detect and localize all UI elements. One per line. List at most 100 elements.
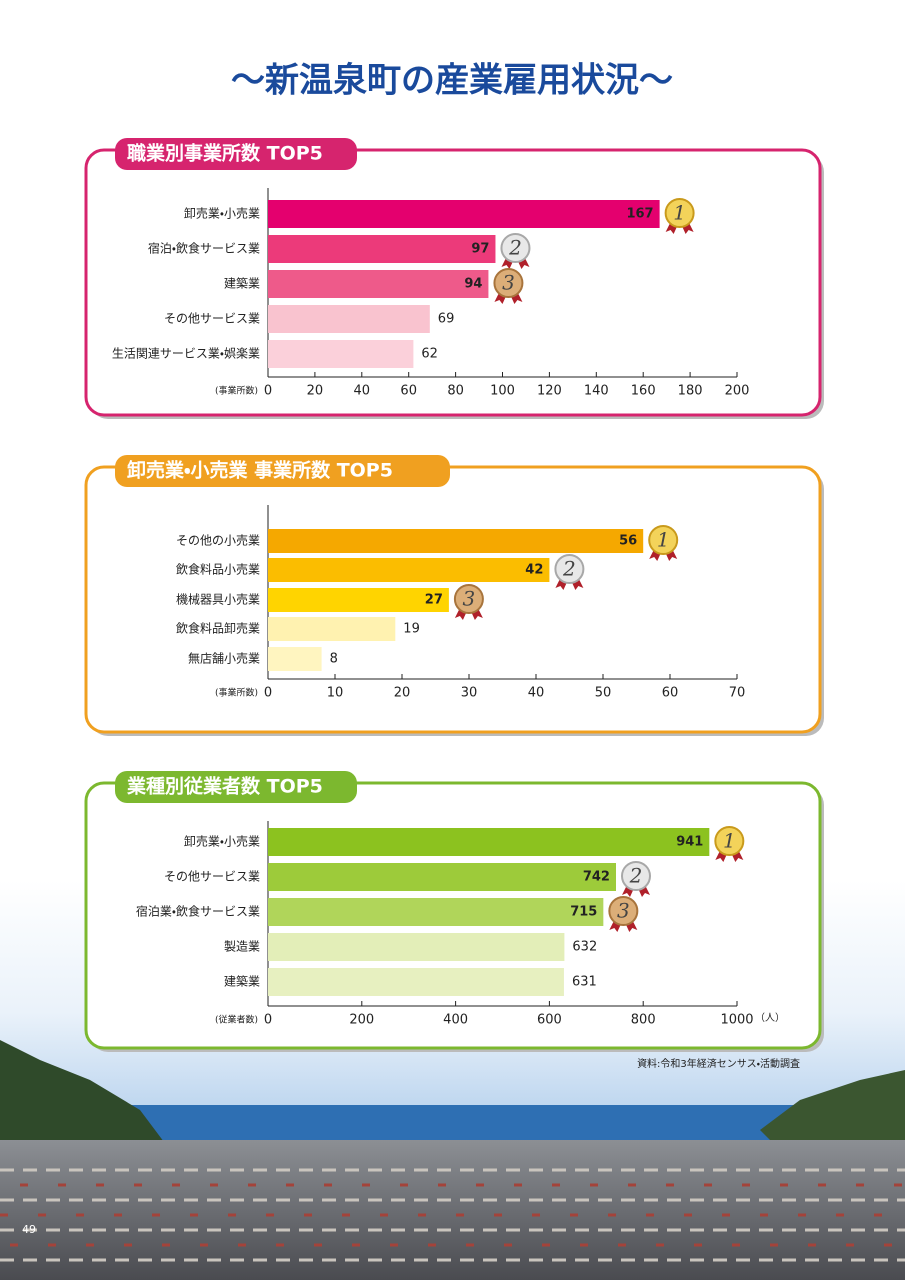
hill — [760, 1070, 905, 1150]
x-tick-label: 100 — [490, 384, 515, 399]
bar — [268, 270, 489, 298]
medal-number: 1 — [657, 528, 670, 552]
medal-number: 3 — [617, 899, 630, 923]
bar — [268, 968, 564, 996]
x-tick-label: 50 — [595, 686, 612, 701]
chart-tab — [115, 455, 450, 487]
page-number: 49 — [22, 1223, 36, 1236]
chart-title: 業種別従業者数 TOP5 — [126, 775, 323, 798]
x-tick-label: 40 — [528, 686, 545, 701]
x-tick-label: 160 — [631, 384, 656, 399]
category-label: その他サービス業 — [164, 312, 260, 326]
x-tick-label: 0 — [264, 384, 272, 399]
x-tick-label: 0 — [264, 686, 272, 701]
x-axis-label: (事業所数) — [215, 687, 258, 699]
value-label: 69 — [438, 312, 455, 327]
x-tick-label: 20 — [307, 384, 324, 399]
bar — [268, 340, 414, 368]
bar — [268, 898, 604, 926]
value-label: 97 — [471, 242, 489, 257]
page-title: ～新温泉町の産業雇用状況～ — [231, 61, 673, 101]
x-tick-label: 0 — [264, 1013, 272, 1028]
x-axis-label: (事業所数) — [215, 385, 258, 397]
category-label: 機械器具小売業 — [176, 592, 260, 607]
value-label: 715 — [570, 905, 597, 920]
medal-number: 1 — [723, 829, 736, 853]
x-tick-label: 30 — [461, 686, 478, 701]
category-label: 卸売業・小売業 — [184, 206, 260, 221]
x-tick-label: 60 — [400, 384, 417, 399]
bar — [268, 235, 496, 263]
value-label: 27 — [425, 593, 443, 608]
value-label: 19 — [403, 622, 420, 637]
category-label: 建築業 — [224, 974, 260, 989]
value-label: 42 — [525, 563, 543, 578]
medal — [648, 525, 679, 555]
x-tick-label: 180 — [678, 384, 703, 399]
x-tick-label: 200 — [725, 384, 750, 399]
category-label: 無店舗小売業 — [188, 651, 260, 666]
chart-tab — [115, 771, 357, 803]
category-label: 宿泊業・飲食サービス業 — [136, 904, 260, 919]
value-label: 941 — [676, 835, 703, 850]
value-label: 94 — [464, 277, 482, 292]
x-tick-label: 140 — [584, 384, 609, 399]
bar — [268, 529, 644, 553]
medal — [608, 896, 639, 926]
bar — [268, 305, 430, 333]
value-label: 742 — [583, 870, 610, 885]
x-axis-label: (従業者数) — [215, 1014, 258, 1026]
category-label: 卸売業・小売業 — [184, 834, 260, 849]
x-tick-label: 800 — [631, 1013, 656, 1028]
value-label: 632 — [572, 940, 597, 955]
medal-number: 2 — [629, 864, 643, 888]
medal — [620, 861, 651, 891]
chart-title: 卸売業・小売業 事業所数 TOP5 — [127, 459, 393, 482]
x-tick-label: 20 — [394, 686, 411, 701]
medal-number: 1 — [673, 201, 686, 225]
x-tick-label: 80 — [447, 384, 464, 399]
x-tick-label: 60 — [662, 686, 679, 701]
category-label: 飲食料品卸売業 — [176, 621, 260, 636]
category-label: その他サービス業 — [164, 870, 260, 884]
chart-tab — [115, 138, 357, 170]
x-tick-label: 40 — [354, 384, 371, 399]
medal-number: 2 — [562, 557, 576, 581]
medal-number: 3 — [463, 587, 476, 611]
hill — [0, 1040, 170, 1160]
medal — [493, 268, 524, 298]
value-label: 167 — [626, 207, 653, 222]
x-tick-label: 70 — [729, 686, 746, 701]
bar — [268, 647, 322, 671]
x-tick-label: 400 — [443, 1013, 468, 1028]
medal — [453, 584, 484, 614]
bar — [268, 588, 449, 612]
bar — [268, 933, 565, 961]
town — [0, 1140, 905, 1280]
medal — [664, 198, 695, 228]
category-label: 宿泊・飲食サービス業 — [148, 241, 260, 256]
x-tick-label: 1000 — [720, 1013, 753, 1028]
source: 資料:令和3年経済センサス・活動調査 — [637, 1057, 800, 1070]
x-unit: （人） — [755, 1012, 785, 1024]
chart-title: 職業別事業所数 TOP5 — [127, 142, 323, 165]
medal — [714, 826, 745, 856]
x-tick-label: 10 — [327, 686, 344, 701]
medal — [554, 554, 585, 584]
category-label: 製造業 — [224, 940, 260, 954]
medal-number: 3 — [502, 271, 515, 295]
bar — [268, 863, 616, 891]
bar — [268, 558, 550, 582]
value-label: 56 — [619, 534, 637, 549]
medal-number: 2 — [508, 236, 522, 260]
value-label: 631 — [572, 975, 597, 990]
x-tick-label: 120 — [537, 384, 562, 399]
category-label: 飲食料品小売業 — [176, 562, 260, 577]
bar — [268, 617, 396, 641]
category-label: 建築業 — [224, 276, 260, 291]
bar — [268, 200, 660, 228]
medal — [500, 233, 531, 263]
value-label: 62 — [421, 347, 438, 362]
value-label: 8 — [330, 652, 338, 667]
